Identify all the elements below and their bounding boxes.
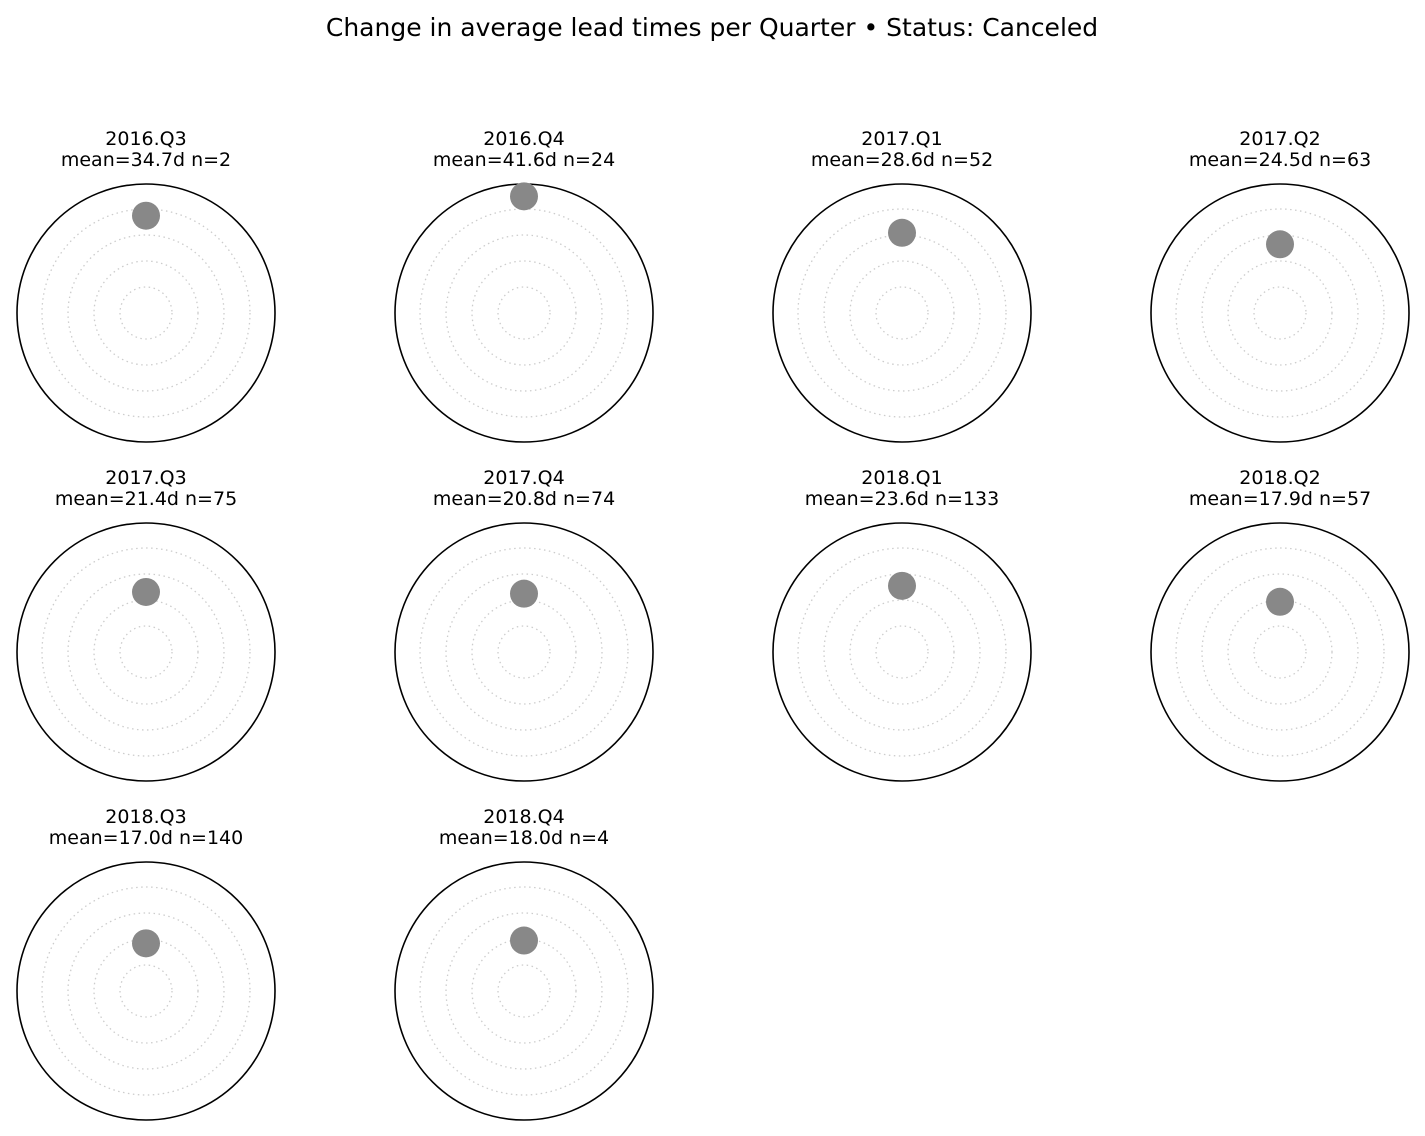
grid-ring bbox=[445, 234, 603, 392]
grid-ring bbox=[875, 625, 929, 679]
polar-frame bbox=[394, 861, 654, 1121]
grid-ring bbox=[1253, 286, 1307, 340]
panel-stats-label: mean=17.0d n=140 bbox=[49, 827, 243, 849]
panel-stats-label: mean=24.5d n=63 bbox=[1189, 149, 1371, 171]
grid-ring bbox=[93, 938, 199, 1044]
grid-ring bbox=[471, 599, 577, 705]
grid-ring bbox=[497, 964, 551, 1018]
grid-ring bbox=[797, 208, 1007, 418]
panel-quarter-label: 2017.Q2 bbox=[1239, 128, 1320, 150]
grid-ring bbox=[419, 208, 629, 418]
panel-stats-label: mean=34.7d n=2 bbox=[61, 149, 231, 171]
grid-ring bbox=[419, 547, 629, 757]
grid-ring bbox=[67, 234, 225, 392]
panel-quarter-label: 2017.Q3 bbox=[105, 467, 186, 489]
polar-frame bbox=[394, 183, 654, 443]
mean-lead-time-point bbox=[132, 929, 160, 958]
polar-frame bbox=[394, 522, 654, 782]
panel-stats-label: mean=20.8d n=74 bbox=[433, 488, 615, 510]
grid-ring bbox=[823, 234, 981, 392]
chart-title: Change in average lead times per Quarter… bbox=[326, 13, 1098, 42]
polar-frame bbox=[772, 522, 1032, 782]
grid-ring bbox=[119, 625, 173, 679]
panel-stats-label: mean=17.9d n=57 bbox=[1189, 488, 1371, 510]
grid-ring bbox=[1227, 599, 1333, 705]
panel-quarter-label: 2016.Q4 bbox=[483, 128, 564, 150]
panel-quarter-label: 2016.Q3 bbox=[105, 128, 186, 150]
mean-lead-time-point bbox=[510, 926, 538, 955]
mean-lead-time-point bbox=[1266, 587, 1294, 616]
polar-frame bbox=[16, 522, 276, 782]
polar-frame bbox=[772, 183, 1032, 443]
grid-ring bbox=[119, 286, 173, 340]
polar-frame bbox=[1150, 183, 1410, 443]
panel-stats-label: mean=23.6d n=133 bbox=[805, 488, 999, 510]
grid-ring bbox=[823, 573, 981, 731]
grid-ring bbox=[445, 912, 603, 1070]
panel-quarter-label: 2018.Q2 bbox=[1239, 467, 1320, 489]
polar-frame bbox=[16, 861, 276, 1121]
polar-frame bbox=[16, 183, 276, 443]
grid-ring bbox=[41, 547, 251, 757]
grid-ring bbox=[1253, 625, 1307, 679]
panel-stats-label: mean=41.6d n=24 bbox=[433, 149, 615, 171]
grid-ring bbox=[471, 260, 577, 366]
panel-stats-label: mean=18.0d n=4 bbox=[439, 827, 609, 849]
grid-ring bbox=[797, 547, 1007, 757]
grid-ring bbox=[119, 964, 173, 1018]
grid-ring bbox=[875, 286, 929, 340]
mean-lead-time-point bbox=[888, 571, 916, 600]
panel-stats-label: mean=28.6d n=52 bbox=[811, 149, 993, 171]
grid-ring bbox=[849, 599, 955, 705]
grid-ring bbox=[1175, 547, 1385, 757]
polar-frame bbox=[1150, 522, 1410, 782]
mean-lead-time-point bbox=[510, 579, 538, 608]
mean-lead-time-point bbox=[888, 218, 916, 247]
panel-quarter-label: 2018.Q3 bbox=[105, 806, 186, 828]
grid-ring bbox=[1227, 260, 1333, 366]
grid-ring bbox=[497, 625, 551, 679]
mean-lead-time-point bbox=[132, 577, 160, 606]
mean-lead-time-point bbox=[1266, 230, 1294, 259]
panel-quarter-label: 2017.Q4 bbox=[483, 467, 564, 489]
grid-ring bbox=[497, 286, 551, 340]
panel-quarter-label: 2018.Q1 bbox=[861, 467, 942, 489]
grid-ring bbox=[419, 886, 629, 1096]
mean-lead-time-point bbox=[132, 201, 160, 230]
grid-ring bbox=[93, 599, 199, 705]
grid-ring bbox=[471, 938, 577, 1044]
grid-ring bbox=[41, 886, 251, 1096]
grid-ring bbox=[67, 912, 225, 1070]
panel-quarter-label: 2017.Q1 bbox=[861, 128, 942, 150]
grid-ring bbox=[1175, 208, 1385, 418]
grid-ring bbox=[41, 208, 251, 418]
panel-quarter-label: 2018.Q4 bbox=[483, 806, 564, 828]
grid-ring bbox=[93, 260, 199, 366]
grid-ring bbox=[849, 260, 955, 366]
grid-ring bbox=[1201, 573, 1359, 731]
grid-ring bbox=[67, 573, 225, 731]
grid-ring bbox=[445, 573, 603, 731]
grid-ring bbox=[1201, 234, 1359, 392]
mean-lead-time-point bbox=[510, 182, 538, 211]
panel-stats-label: mean=21.4d n=75 bbox=[55, 488, 237, 510]
